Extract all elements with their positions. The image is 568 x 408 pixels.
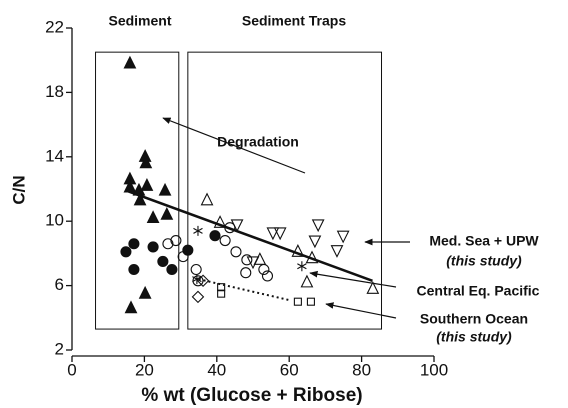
point xyxy=(217,289,226,298)
point xyxy=(196,274,210,288)
y-tick-label: 14 xyxy=(45,146,64,165)
point xyxy=(366,281,380,294)
annotation: Sediment xyxy=(108,13,171,29)
x-tick-label: 20 xyxy=(135,360,154,379)
annotation: Central Eq. Pacific xyxy=(417,283,540,299)
point xyxy=(293,297,302,306)
x-tick-label: 40 xyxy=(207,360,226,379)
point xyxy=(306,297,315,306)
point xyxy=(177,251,189,263)
point xyxy=(246,256,260,270)
point xyxy=(146,210,160,224)
x-tick-label: 100 xyxy=(420,360,448,379)
point xyxy=(241,254,253,266)
arrow xyxy=(162,117,306,174)
point xyxy=(166,263,178,276)
point xyxy=(124,300,138,314)
point xyxy=(191,290,205,304)
y-tick-label: 10 xyxy=(45,211,64,230)
x-tick-label: 60 xyxy=(280,360,299,379)
point xyxy=(193,225,203,236)
y-tick-label: 22 xyxy=(45,17,64,36)
point xyxy=(305,250,319,264)
annotation: (this study) xyxy=(446,253,522,269)
point xyxy=(230,246,242,258)
point xyxy=(213,215,227,228)
x-tick-label: 0 xyxy=(67,360,76,379)
arrow xyxy=(309,270,397,288)
point xyxy=(297,261,307,272)
x-tick-label: 80 xyxy=(352,360,371,379)
point xyxy=(139,155,153,169)
point xyxy=(160,207,174,220)
point xyxy=(128,238,140,250)
point xyxy=(123,55,137,69)
annotation: Sediment Traps xyxy=(242,13,346,29)
point xyxy=(120,246,132,258)
point xyxy=(300,274,314,288)
region-box xyxy=(95,51,180,330)
y-tick-label: 18 xyxy=(45,82,64,101)
point xyxy=(192,274,202,285)
point xyxy=(266,227,280,241)
point xyxy=(336,230,350,244)
point xyxy=(273,227,287,241)
point xyxy=(217,283,226,292)
point xyxy=(157,255,169,268)
point xyxy=(147,241,159,253)
point xyxy=(162,238,174,250)
point xyxy=(219,234,231,247)
point xyxy=(128,263,140,276)
point xyxy=(200,192,214,206)
y-tick-label: 6 xyxy=(55,275,64,294)
annotation: Med. Sea + UPW xyxy=(429,233,539,249)
point xyxy=(190,263,202,276)
point xyxy=(140,178,154,191)
point xyxy=(138,285,152,299)
point xyxy=(230,219,244,233)
point xyxy=(170,234,182,247)
point xyxy=(308,235,322,249)
point xyxy=(311,219,325,233)
point xyxy=(133,192,147,206)
x-axis-label: % wt (Glucose + Ribose) xyxy=(141,385,362,406)
region-box xyxy=(187,51,383,330)
arrow xyxy=(325,302,397,319)
annotation: Southern Ocean xyxy=(420,311,528,327)
point xyxy=(209,230,221,242)
trend-line xyxy=(198,278,290,302)
annotation: (this study) xyxy=(436,329,512,345)
point xyxy=(158,182,172,196)
annotation: Degradation xyxy=(217,134,299,150)
point xyxy=(291,244,305,257)
y-axis-label: C/N xyxy=(9,175,28,204)
y-tick-label: 2 xyxy=(55,339,64,358)
point xyxy=(330,245,344,258)
point xyxy=(261,270,274,282)
trend-line xyxy=(125,189,373,282)
point xyxy=(240,267,252,279)
point xyxy=(123,179,137,193)
